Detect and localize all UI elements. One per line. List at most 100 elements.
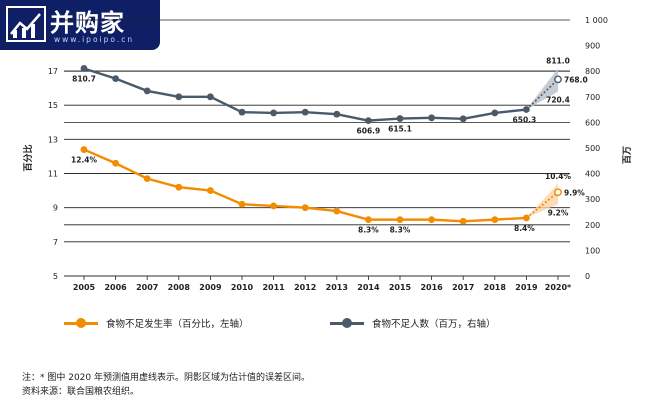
data-label: 811.0: [546, 56, 570, 65]
y-axis-left-label: 百分比: [22, 144, 34, 171]
data-point: [523, 106, 530, 113]
data-point: [333, 110, 341, 118]
x-tick-label: 2008: [168, 283, 191, 292]
data-label: 9.2%: [548, 208, 569, 217]
data-point: [207, 187, 214, 194]
y-left-tick-label: 11: [48, 170, 58, 179]
data-label: 8.3%: [358, 226, 379, 235]
x-tick-label: 2009: [199, 283, 222, 292]
footnote-source: 资料来源：联合国粮农组织。: [22, 387, 140, 397]
legend: 食物不足发生率（百分比，左轴） 食物不足人数（百万，右轴）: [30, 316, 630, 332]
data-point: [238, 200, 246, 208]
data-point: [365, 117, 372, 125]
axes: 0 100 200 300 400 500 600 700 800 900 1 000 5 7 9 11 13…: [48, 16, 608, 292]
y-left-tick-label: 5: [53, 272, 58, 281]
data-point: [428, 114, 435, 122]
y-right-tick-label: 900: [585, 42, 600, 51]
data-point: [112, 75, 119, 83]
data-label: 810.7: [72, 74, 96, 83]
footnote-note: 注：* 图中 2020 年预测值用虚线表示。阴影区域为估计值的误差区间。: [22, 373, 310, 383]
legend-item-undernourishment-rate: 食物不足发生率（百分比，左轴）: [64, 316, 249, 330]
data-point: [80, 146, 88, 153]
y-right-tick-label: 100: [585, 246, 600, 255]
data-point: [333, 207, 341, 215]
y-left-tick-label: 15: [48, 101, 58, 110]
x-tick-label: 2016: [420, 283, 443, 292]
x-tick-label: 2006: [104, 283, 127, 292]
x-tick-label: 2010: [231, 283, 254, 292]
x-tick-label: 2011: [262, 283, 285, 292]
y-right-tick-label: 400: [585, 170, 600, 179]
data-point: [523, 214, 530, 222]
y-right-tick-label: 600: [585, 118, 600, 127]
data-label: 10.4%: [545, 172, 572, 181]
data-label: 8.4%: [514, 224, 535, 233]
data-point: [270, 109, 277, 117]
data-label: 12.4%: [71, 156, 98, 165]
data-point: [459, 217, 467, 225]
y-right-tick-label: 800: [585, 67, 600, 76]
y-axis-right-label: 百万: [622, 146, 633, 164]
data-labels: 12.4% 8.3% 8.3% 8.4% 10.4% 9.9% 9.2% 810.7 606.9…: [71, 56, 588, 234]
data-point: [238, 108, 246, 116]
projection-point: [554, 75, 562, 84]
data-point: [301, 204, 309, 212]
error-band: [526, 183, 558, 218]
x-tick-label: 2014: [357, 283, 380, 292]
data-point: [270, 202, 277, 210]
grid-lines: [64, 19, 570, 277]
x-tick-label: 2013: [326, 283, 348, 292]
error-band: [526, 68, 558, 110]
watermark-title: 并购家: [50, 9, 125, 37]
watermark-logo: 并购家 www.ipoipo.cn: [0, 0, 160, 50]
data-label: 9.9%: [564, 188, 585, 197]
data-label: 615.1: [388, 125, 412, 134]
data-point: [112, 159, 119, 167]
projection-line: [525, 191, 559, 219]
y-right-tick-label: 500: [585, 144, 600, 153]
projection-line: [525, 78, 559, 111]
data-label: 8.3%: [390, 226, 411, 235]
x-tick-label: 2019: [515, 283, 538, 292]
chart: 0 100 200 300 400 500 600 700 800 900 1 000 5 7 9 11 13…: [22, 16, 633, 292]
y-right-tick-label: 700: [585, 93, 600, 102]
y-right-tick-label: 200: [585, 221, 600, 230]
legend-swatch-orange: [64, 317, 98, 329]
data-point: [207, 93, 214, 101]
y-left-tick-label: 9: [53, 204, 58, 213]
x-tick-label: 2015: [389, 283, 412, 292]
x-tick-label: 2020*: [545, 283, 572, 292]
series-points: [80, 65, 562, 225]
y-left-tick-label: 7: [53, 238, 58, 247]
projection-point: [554, 188, 562, 197]
data-point: [301, 108, 309, 116]
error-bands: [526, 68, 558, 218]
chart-logo-icon: [6, 6, 46, 42]
legend-label: 食物不足发生率（百分比，左轴）: [106, 319, 249, 330]
legend-item-undernourished-people: 食物不足人数（百万，右轴）: [330, 316, 496, 330]
x-tick-label: 2018: [484, 283, 507, 292]
data-label: 720.4: [546, 96, 570, 105]
data-point: [396, 216, 404, 224]
data-point: [143, 87, 151, 95]
y-right-tick-label: 1 000: [585, 16, 608, 25]
data-label: 606.9: [357, 127, 381, 136]
data-point: [396, 115, 404, 122]
series-lines: [83, 67, 559, 223]
footnotes: 注：* 图中 2020 年预测值用虚线表示。阴影区域为估计值的误差区间。 资料来…: [22, 371, 310, 399]
data-point: [491, 216, 499, 224]
x-tick-label: 2017: [452, 283, 474, 292]
legend-label: 食物不足人数（百万，右轴）: [372, 319, 496, 330]
data-point: [365, 216, 372, 224]
y-left-tick-label: 13: [48, 135, 58, 144]
y-right-tick-label: 300: [585, 195, 600, 204]
x-tick-label: 2012: [294, 283, 316, 292]
data-label: 768.0: [564, 75, 588, 84]
data-point: [80, 65, 88, 72]
x-tick-label: 2005: [73, 283, 96, 292]
data-label: 650.3: [513, 116, 537, 125]
data-point: [175, 183, 183, 191]
data-point: [459, 115, 467, 123]
data-point: [175, 93, 183, 101]
y-right-tick-label: 0: [585, 272, 590, 281]
